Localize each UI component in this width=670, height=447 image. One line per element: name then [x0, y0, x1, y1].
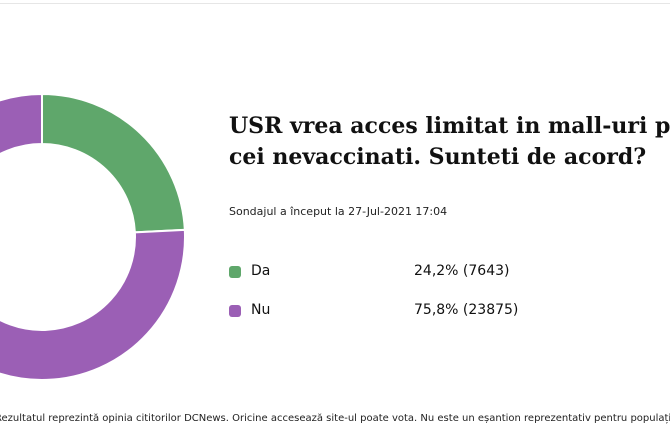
poll-option-da: Da 24,2% (7643): [229, 262, 589, 282]
option-da-result: 24,2% (7643): [414, 263, 510, 279]
option-nu-result: 75,8% (23875): [414, 302, 519, 318]
poll-title-line-2: cei nevaccinati. Sunteti de acord?: [229, 144, 647, 170]
poll-disclaimer: Rezultatul reprezintă opinia cititorilor…: [0, 413, 670, 424]
option-da-label: Da: [251, 263, 271, 279]
poll-donut-chart: [0, 92, 186, 381]
poll-title: USR vrea acces limitat in mall-uri pentr…: [229, 111, 670, 173]
donut-slice-da: [41, 92, 186, 234]
poll-title-line-1: USR vrea acces limitat in mall-uri pentr…: [229, 113, 670, 139]
top-divider: [0, 3, 670, 4]
poll-option-nu: Nu 75,8% (23875): [229, 301, 589, 321]
option-da-color-swatch: [229, 266, 241, 278]
option-nu-color-swatch: [229, 305, 241, 317]
donut-slice-nu: [0, 92, 186, 381]
poll-start-date: Sondajul a început la 27-Jul-2021 17:04: [229, 205, 448, 218]
poll-disclaimer-text: Rezultatul reprezintă opinia cititorilor…: [0, 413, 670, 424]
option-nu-label: Nu: [251, 302, 271, 318]
